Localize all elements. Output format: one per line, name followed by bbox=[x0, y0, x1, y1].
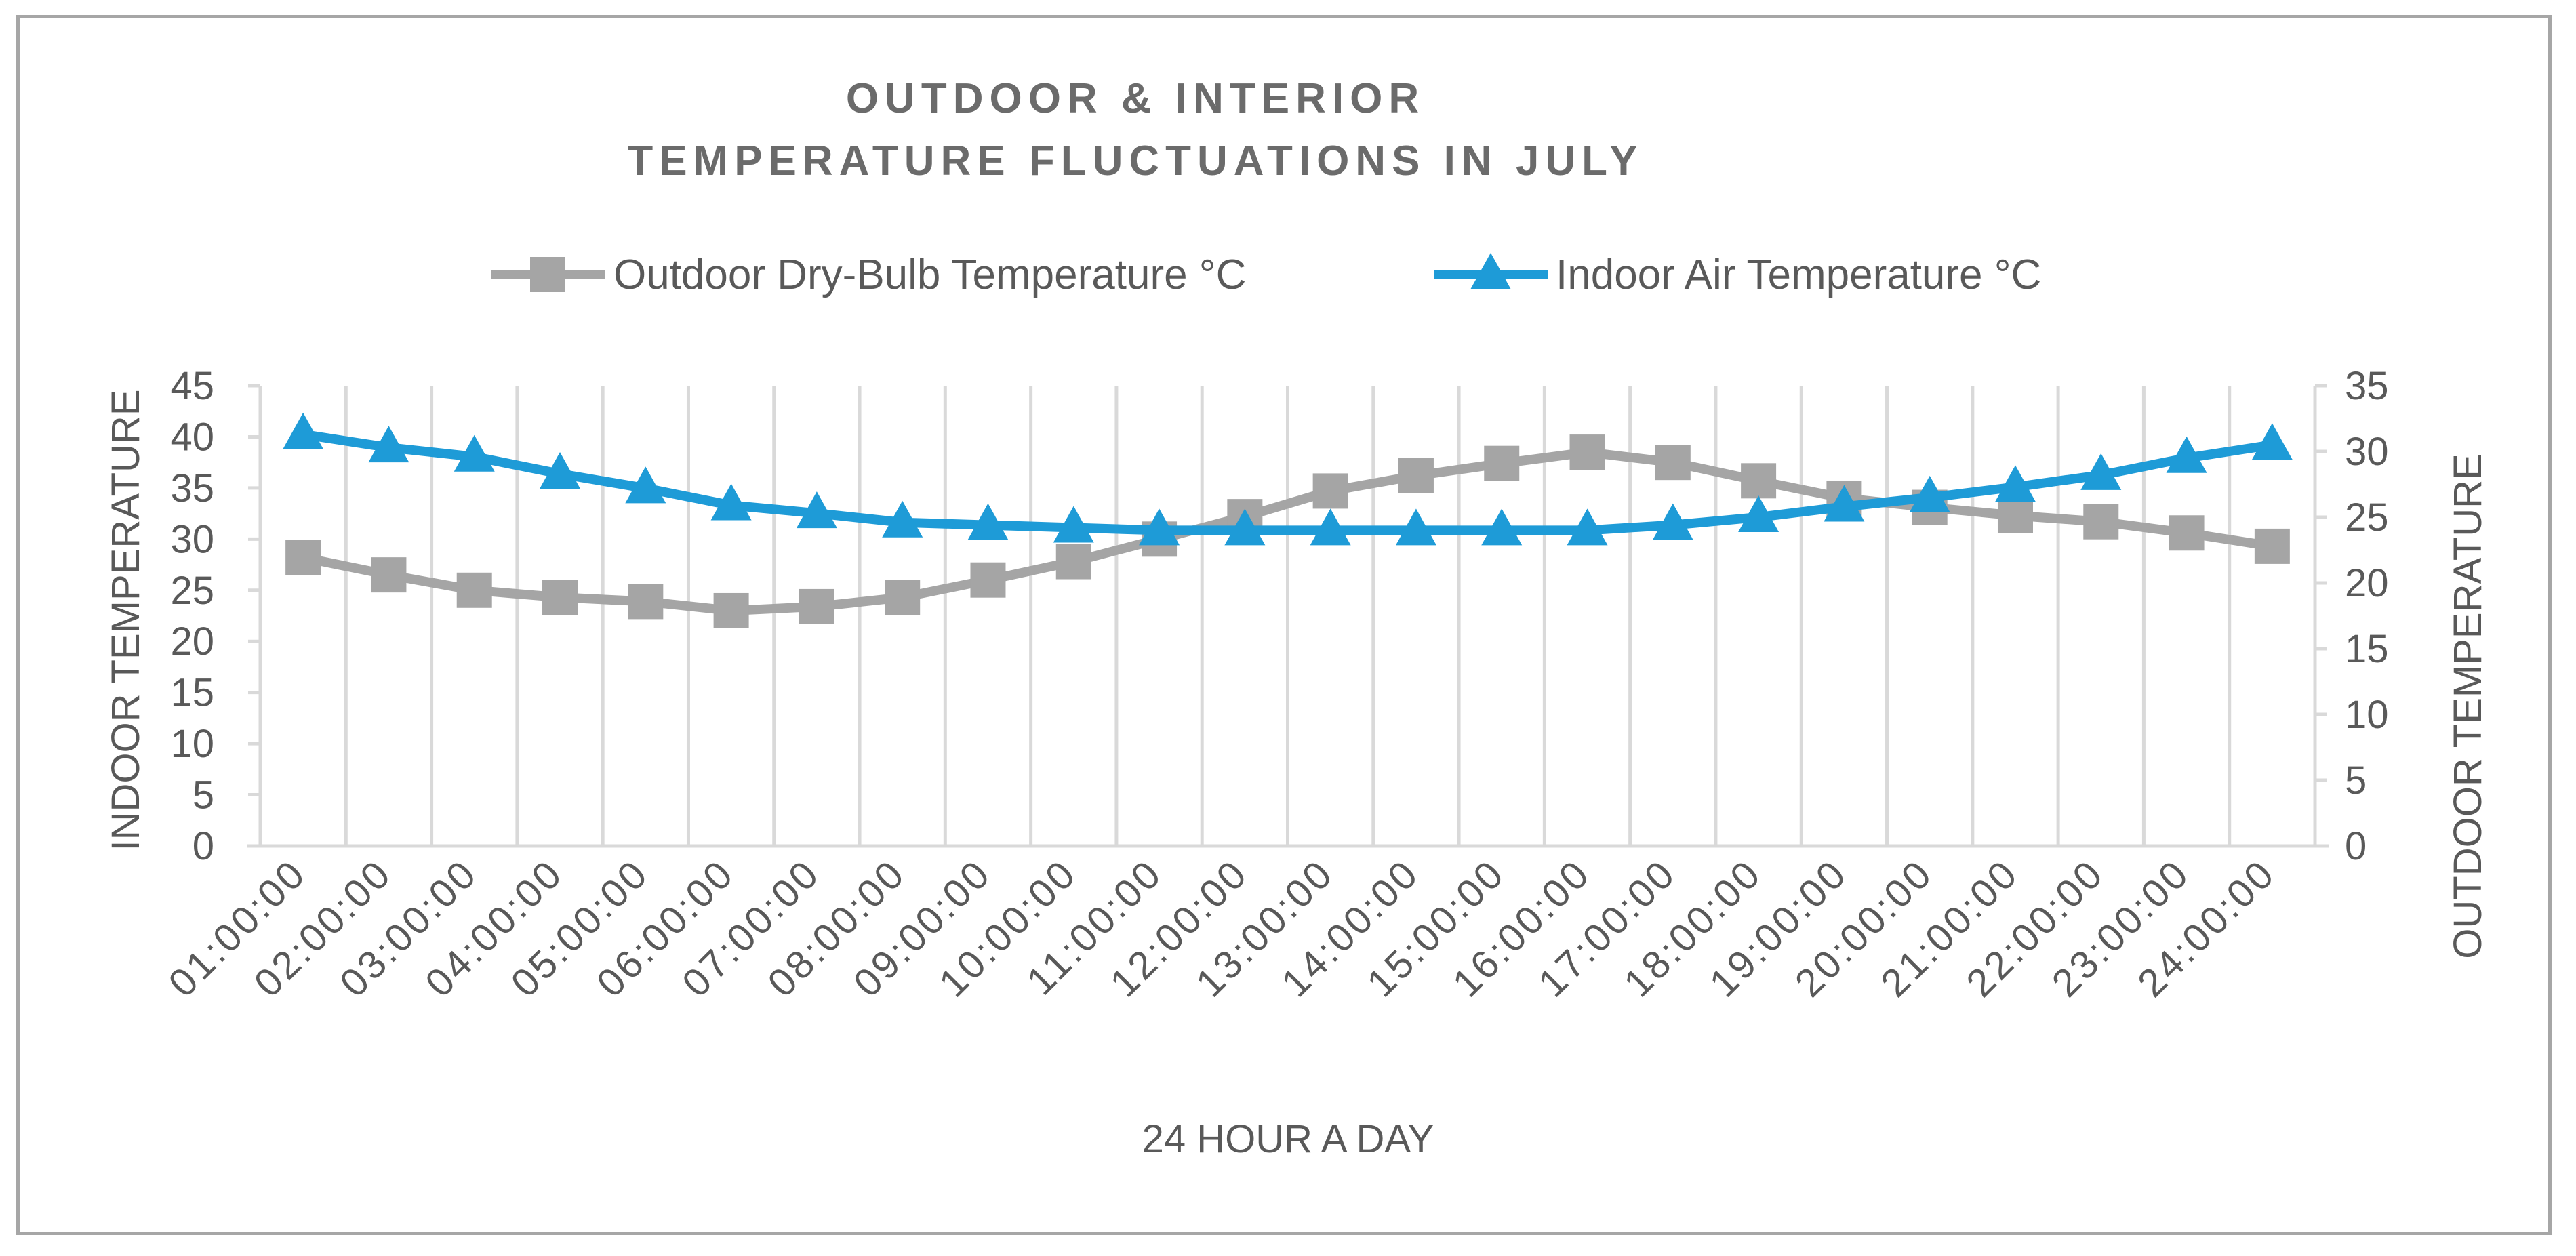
data-point-outdoor bbox=[2254, 528, 2290, 564]
data-point-outdoor bbox=[1055, 544, 1091, 580]
x-axis-title: 24 HOUR A DAY bbox=[1142, 1117, 1434, 1161]
data-point-outdoor bbox=[713, 592, 749, 628]
data-point-indoor bbox=[1053, 506, 1094, 543]
data-point-indoor bbox=[882, 500, 923, 538]
x-axis-ticks: 01:00:0002:00:0003:00:0004:00:0005:00:00… bbox=[160, 851, 2284, 1005]
y-axis-right-title: OUTDOOR TEMPERATURE bbox=[2446, 453, 2490, 958]
data-point-indoor bbox=[1224, 508, 1266, 546]
data-point-outdoor bbox=[1997, 498, 2033, 533]
legend: Outdoor Dry-Bulb Temperature °C Indoor A… bbox=[491, 251, 2041, 298]
data-point-outdoor bbox=[371, 557, 407, 593]
series-layer bbox=[283, 412, 2293, 628]
data-point-indoor bbox=[1567, 508, 1608, 546]
data-point-indoor bbox=[1652, 503, 1693, 540]
y-right-tick-label: 5 bbox=[2345, 758, 2367, 803]
data-point-indoor bbox=[967, 503, 1009, 540]
data-point-indoor bbox=[1738, 495, 1779, 532]
left-axis-ticks: 0 5 10 15 20 25 30 35 40 45 bbox=[170, 364, 260, 868]
data-point-indoor bbox=[1909, 475, 1950, 512]
axes bbox=[247, 386, 2329, 848]
legend-item-outdoor: Outdoor Dry-Bulb Temperature °C bbox=[491, 251, 1246, 298]
data-point-indoor bbox=[2080, 453, 2122, 490]
gridlines bbox=[258, 386, 2317, 846]
chart-frame bbox=[16, 15, 2552, 1235]
y-right-tick-label: 10 bbox=[2345, 693, 2389, 737]
y-right-tick-label: 25 bbox=[2345, 495, 2389, 540]
y-left-tick-label: 5 bbox=[193, 773, 214, 817]
data-point-indoor bbox=[710, 483, 752, 521]
y-left-tick-label: 40 bbox=[170, 415, 214, 459]
y-left-tick-label: 10 bbox=[170, 722, 214, 766]
data-point-indoor bbox=[283, 412, 324, 449]
data-point-outdoor bbox=[1741, 463, 1777, 499]
legend-label-outdoor: Outdoor Dry-Bulb Temperature °C bbox=[613, 251, 1246, 298]
data-point-outdoor bbox=[1398, 458, 1434, 493]
data-point-indoor bbox=[2251, 423, 2293, 460]
legend-label-indoor: Indoor Air Temperature °C bbox=[1556, 251, 2041, 298]
data-point-indoor bbox=[796, 491, 837, 529]
y-left-tick-label: 45 bbox=[170, 364, 214, 408]
data-point-outdoor bbox=[2083, 504, 2119, 540]
y-right-tick-label: 0 bbox=[2345, 824, 2367, 868]
chart-title-line-1: OUTDOOR & INTERIOR bbox=[846, 75, 1425, 122]
data-point-indoor bbox=[1310, 508, 1351, 546]
y-left-tick-label: 35 bbox=[170, 466, 214, 510]
data-point-indoor bbox=[1994, 465, 2036, 502]
y-right-tick-label: 20 bbox=[2345, 561, 2389, 605]
data-point-outdoor bbox=[1484, 445, 1520, 481]
data-point-outdoor bbox=[1655, 445, 1691, 481]
y-left-tick-label: 0 bbox=[193, 824, 214, 868]
data-point-outdoor bbox=[542, 580, 578, 615]
data-point-indoor bbox=[625, 466, 666, 504]
data-point-outdoor bbox=[970, 562, 1006, 598]
y-right-tick-label: 30 bbox=[2345, 430, 2389, 474]
data-point-indoor bbox=[1824, 485, 1865, 522]
data-point-outdoor bbox=[885, 580, 921, 615]
data-point-outdoor bbox=[2169, 515, 2205, 551]
y-right-tick-label: 35 bbox=[2345, 364, 2389, 408]
y-left-tick-label: 20 bbox=[170, 620, 214, 664]
data-point-indoor bbox=[2166, 436, 2207, 473]
data-point-indoor bbox=[540, 451, 581, 489]
legend-marker-indoor bbox=[1470, 253, 1511, 289]
y-left-tick-label: 25 bbox=[170, 569, 214, 613]
data-point-outdoor bbox=[1312, 473, 1348, 509]
right-axis-ticks: 0 5 10 15 20 25 30 35 bbox=[2315, 364, 2389, 868]
data-point-outdoor bbox=[456, 572, 492, 608]
data-point-indoor bbox=[454, 434, 495, 472]
data-point-indoor bbox=[368, 426, 409, 463]
data-point-outdoor bbox=[628, 584, 664, 620]
y-axis-left-title: INDOOR TEMPERATURE bbox=[104, 389, 148, 851]
data-point-outdoor bbox=[1569, 434, 1605, 470]
legend-marker-outdoor bbox=[530, 257, 565, 292]
data-point-indoor bbox=[1139, 508, 1180, 546]
series-line-indoor bbox=[302, 429, 2273, 535]
legend-item-indoor: Indoor Air Temperature °C bbox=[1434, 251, 2041, 298]
y-right-tick-label: 15 bbox=[2345, 627, 2389, 671]
data-point-indoor bbox=[1481, 508, 1523, 546]
chart-title-line-2: TEMPERATURE FLUCTUATIONS IN JULY bbox=[627, 138, 1643, 184]
y-left-tick-label: 30 bbox=[170, 517, 214, 561]
data-point-outdoor bbox=[285, 540, 321, 575]
data-point-outdoor bbox=[799, 588, 834, 624]
data-point-indoor bbox=[1395, 508, 1436, 546]
y-left-tick-label: 15 bbox=[170, 671, 214, 715]
